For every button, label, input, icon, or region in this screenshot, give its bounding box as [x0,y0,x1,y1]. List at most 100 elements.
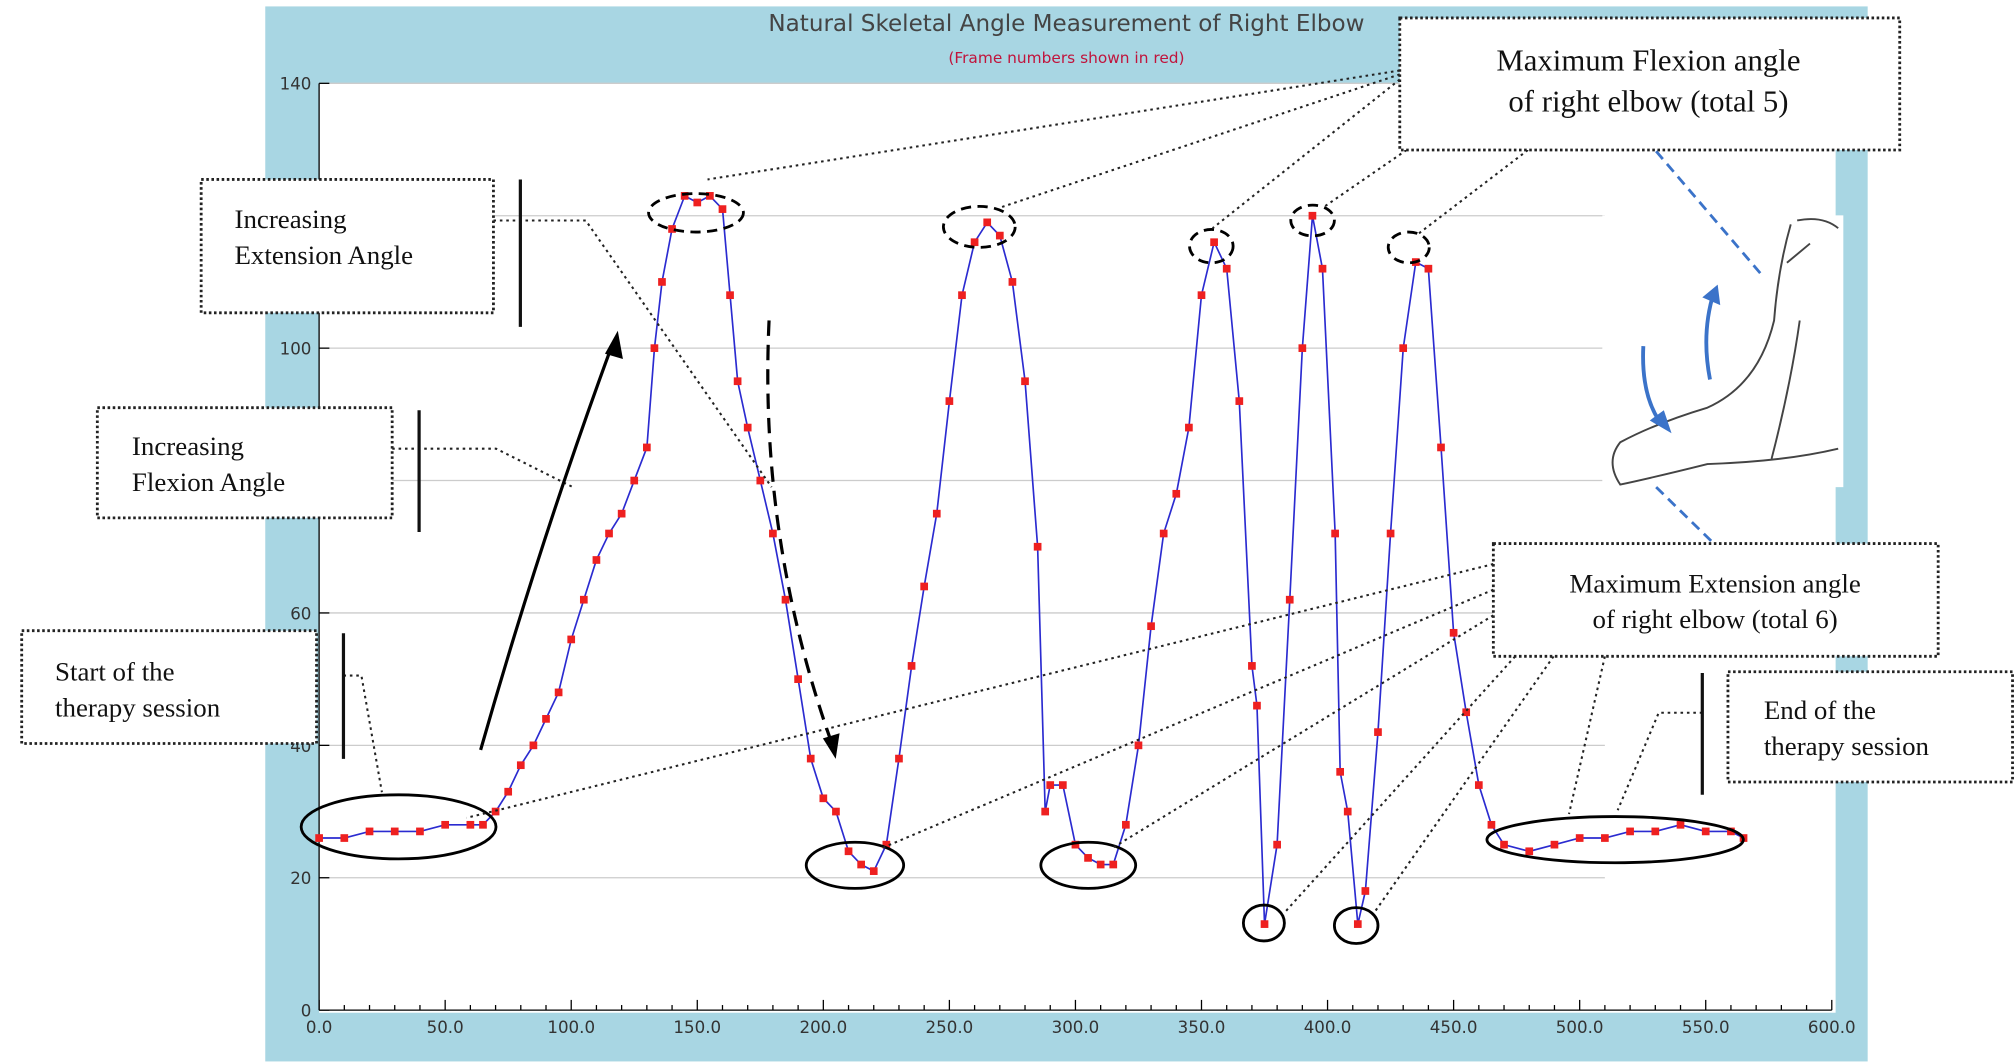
annotation-text: therapy session [55,693,221,723]
x-tick-label: 150.0 [673,1018,721,1037]
data-point [908,662,916,670]
data-point [643,444,651,452]
data-point [555,689,563,697]
data-point [340,834,348,842]
data-point [769,530,777,538]
data-point [807,755,815,763]
chart: 0204060801001201400.050.0100.0150.0200.0… [0,0,2015,1064]
data-point [1046,781,1054,789]
data-point [1185,424,1193,432]
data-point [819,794,827,802]
data-point [1253,702,1261,710]
data-point [658,278,666,286]
y-tick-label: 140 [280,75,312,94]
data-point [1336,768,1344,776]
data-point [618,510,626,518]
data-point [1425,265,1433,273]
data-point [1374,728,1382,736]
data-point [1309,212,1317,220]
x-tick-label: 500.0 [1556,1018,1604,1037]
chart-title: Natural Skeletal Angle Measurement of Ri… [768,11,1364,37]
data-point [1135,742,1143,750]
data-point [726,291,734,299]
data-point [1387,530,1395,538]
annotation-text: therapy session [1764,731,1930,761]
annotation-text: Increasing [234,204,346,234]
data-point [756,477,764,485]
data-point [1437,444,1445,452]
data-point [416,828,424,836]
data-point [391,828,399,836]
data-point [1097,861,1105,869]
data-point [958,291,966,299]
data-point [542,715,550,723]
annotation-text: of right elbow (total 6) [1593,604,1838,634]
x-tick-label: 50.0 [427,1018,464,1037]
data-point [857,861,865,869]
data-point [1362,887,1370,895]
data-point [1109,861,1117,869]
annotation-text: Increasing [132,431,244,461]
x-tick-label: 400.0 [1304,1018,1352,1037]
x-tick-label: 600.0 [1808,1018,1856,1037]
data-point [630,477,638,485]
x-tick-label: 100.0 [547,1018,595,1037]
annotation-text: Maximum Flexion angle [1496,44,1800,78]
data-point [983,219,991,227]
data-point [971,238,979,246]
data-point [1551,841,1559,849]
data-point [366,828,374,836]
data-point [1475,781,1483,789]
data-point [1626,828,1634,836]
data-point [782,596,790,604]
data-point [920,583,928,591]
x-tick-label: 550.0 [1682,1018,1730,1037]
arm-illustration [1602,215,1843,487]
data-point [1576,834,1584,842]
data-point [1160,530,1168,538]
annotation-text: Flexion Angle [132,467,285,497]
data-point [1172,490,1180,498]
data-point [1399,344,1407,352]
data-point [1286,596,1294,604]
data-point [1450,629,1458,637]
annotation-box [97,408,392,518]
data-point [530,742,538,750]
x-tick-label: 200.0 [799,1018,847,1037]
annotation-text: of right elbow (total 5) [1508,85,1788,119]
data-point [593,556,601,564]
annotation-text: Maximum Extension angle [1569,568,1860,598]
y-tick-label: 60 [290,604,311,623]
data-point [580,596,588,604]
data-point [1009,278,1017,286]
data-point [1331,530,1339,538]
data-point [1223,265,1231,273]
data-point [1261,920,1269,928]
annotation-text: Start of the [55,657,175,687]
data-point [1084,854,1092,862]
data-point [895,755,903,763]
data-point [504,788,512,796]
data-point [1319,265,1327,273]
annotation-box [1493,544,1938,657]
data-point [479,821,487,829]
x-tick-label: 300.0 [1052,1018,1100,1037]
y-tick-label: 100 [280,340,312,359]
data-point [1021,377,1029,385]
data-point [1059,781,1067,789]
data-point [933,510,941,518]
annotation-text: End of the [1764,695,1876,725]
data-point [1702,828,1710,836]
x-tick-label: 450.0 [1430,1018,1478,1037]
data-point [832,808,840,816]
data-point [946,397,954,405]
data-point [719,205,727,213]
x-tick-label: 350.0 [1178,1018,1226,1037]
data-point [605,530,613,538]
data-point [734,377,742,385]
data-point [467,821,475,829]
data-point [1041,808,1049,816]
data-point [845,847,853,855]
data-point [1034,543,1042,551]
data-point [1235,397,1243,405]
